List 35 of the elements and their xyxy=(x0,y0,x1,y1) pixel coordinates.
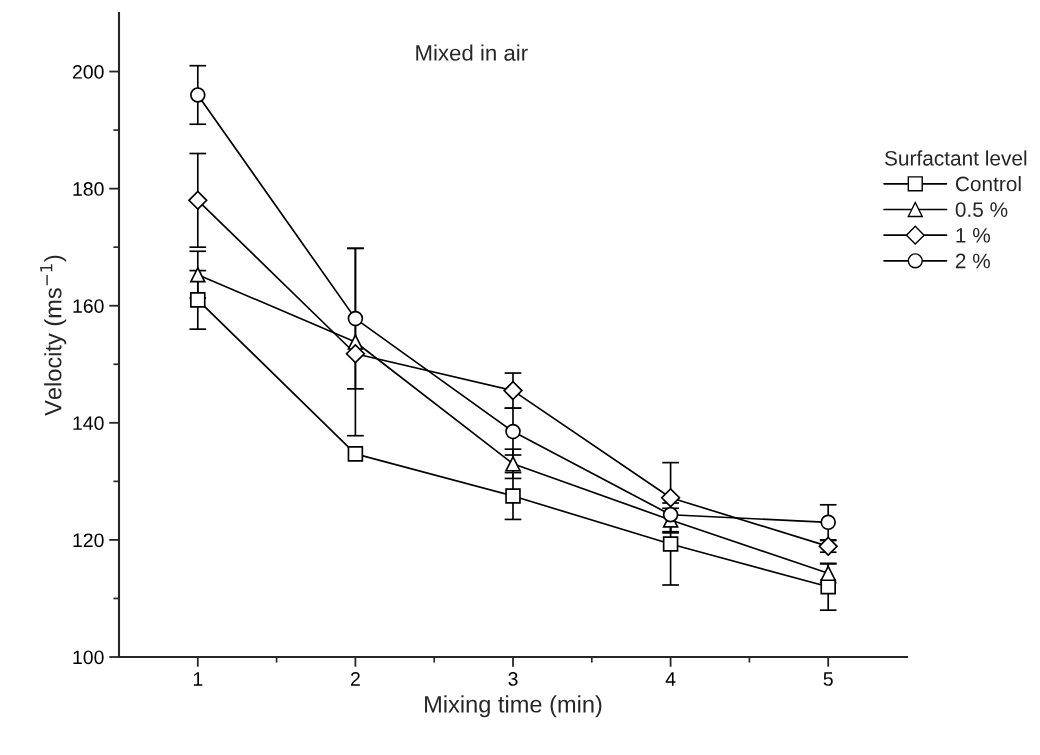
legend-title: Surfactant level xyxy=(884,150,1027,166)
legend-label: 0.5 % xyxy=(955,202,1008,217)
y-tick-label: 160 xyxy=(73,299,104,313)
x-tick-label: 2 xyxy=(350,672,360,686)
x-tick-label: 1 xyxy=(193,672,203,686)
annotation: Mixed in air xyxy=(416,44,528,61)
x-tick-label: 3 xyxy=(508,672,518,686)
x-axis-title: Mixing time (min) xyxy=(425,695,602,718)
y-tick-label: 200 xyxy=(72,65,104,79)
point xyxy=(503,380,523,401)
legend-label: 2 % xyxy=(955,253,991,269)
y-tick-label: 100 xyxy=(73,650,104,665)
point xyxy=(505,423,521,440)
y-tick-label: 180 xyxy=(73,182,104,196)
x-tick-label: 4 xyxy=(665,672,676,686)
point xyxy=(820,578,836,595)
point xyxy=(190,266,206,283)
point xyxy=(190,292,206,308)
y-tick-label: 120 xyxy=(73,533,104,548)
point xyxy=(505,488,521,504)
point xyxy=(188,190,208,211)
point xyxy=(660,488,681,508)
point xyxy=(662,506,679,523)
point xyxy=(505,456,521,472)
point xyxy=(345,344,366,364)
legend-label: 1 % xyxy=(956,228,991,243)
point xyxy=(820,514,836,531)
x-tick-label: 5 xyxy=(823,672,833,686)
point xyxy=(662,536,679,552)
point xyxy=(347,310,364,327)
point xyxy=(347,446,364,462)
point xyxy=(190,87,206,103)
y-tick-label: 140 xyxy=(73,416,104,431)
legend-label: Control xyxy=(955,176,1021,192)
y-axis-title: Velocity (ms$^{−1}$) xyxy=(40,255,67,416)
